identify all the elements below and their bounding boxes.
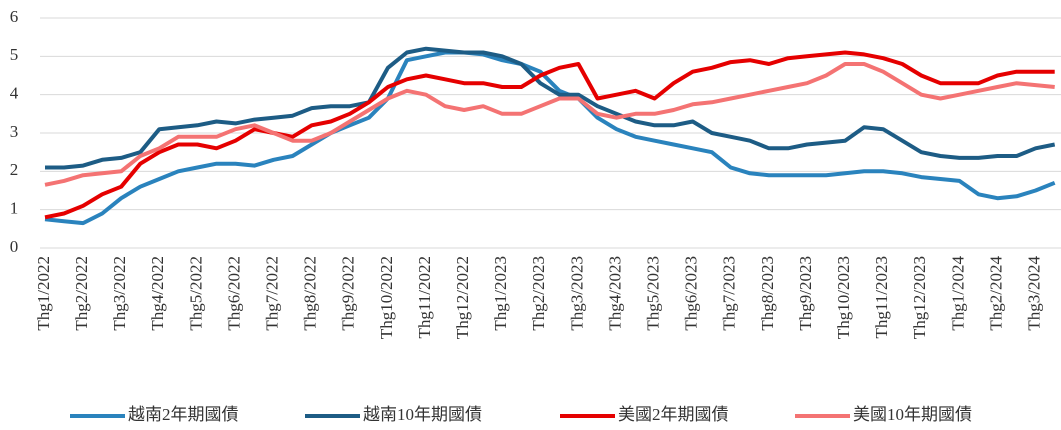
y-tick-label: 3: [10, 122, 19, 141]
y-tick-label: 1: [10, 199, 19, 218]
x-tick-label: Thg2/2024: [986, 256, 1005, 331]
x-tick-label: Thg6/2023: [682, 256, 701, 331]
legend-label: 美國2年期國債: [618, 405, 729, 424]
x-tick-label: Thg11/2023: [872, 256, 891, 338]
x-tick-label: Thg10/2022: [377, 256, 396, 339]
x-tick-label: Thg4/2023: [605, 256, 624, 331]
series-line: [45, 46, 1056, 170]
x-tick-label: Thg7/2022: [263, 256, 282, 331]
y-tick-label: 4: [10, 84, 19, 103]
y-tick-label: 2: [10, 160, 19, 179]
x-tick-label: Thg6/2022: [224, 256, 243, 331]
x-tick-label: Thg2/2023: [529, 256, 548, 331]
series-line: [44, 62, 1055, 187]
x-tick-label: Thg8/2022: [301, 256, 320, 331]
y-tick-label: 6: [10, 7, 19, 26]
legend-label: 越南2年期國債: [128, 405, 239, 424]
legend-label: 越南10年期國債: [363, 405, 482, 424]
series-line: [44, 50, 1056, 226]
x-tick-label: Thg11/2022: [415, 256, 434, 338]
x-tick-label: Thg9/2023: [796, 256, 815, 331]
x-tick-label: Thg1/2024: [948, 256, 967, 331]
x-tick-label: Thg2/2022: [72, 256, 91, 331]
x-tick-label: Thg4/2022: [148, 256, 167, 331]
x-tick-label: Thg12/2023: [910, 256, 929, 339]
x-tick-label: Thg12/2022: [453, 256, 472, 339]
x-tick-label: Thg7/2023: [720, 256, 739, 331]
x-tick-label: Thg1/2023: [491, 256, 510, 331]
x-tick-label: Thg1/2022: [34, 256, 53, 331]
x-tick-label: Thg3/2024: [1025, 256, 1044, 331]
y-tick-label: 0: [10, 237, 19, 256]
x-tick-label: Thg3/2022: [110, 256, 129, 331]
x-tick-label: Thg10/2023: [834, 256, 853, 339]
x-tick-label: Thg9/2022: [339, 256, 358, 331]
series-line: [44, 50, 1055, 220]
x-tick-label: Thg5/2023: [644, 256, 663, 331]
y-tick-label: 5: [10, 45, 19, 64]
x-tick-label: Thg8/2023: [758, 256, 777, 331]
x-tick-label: Thg3/2023: [567, 256, 586, 331]
x-tick-label: Thg5/2022: [186, 256, 205, 331]
legend-label: 美國10年期國債: [853, 405, 972, 424]
